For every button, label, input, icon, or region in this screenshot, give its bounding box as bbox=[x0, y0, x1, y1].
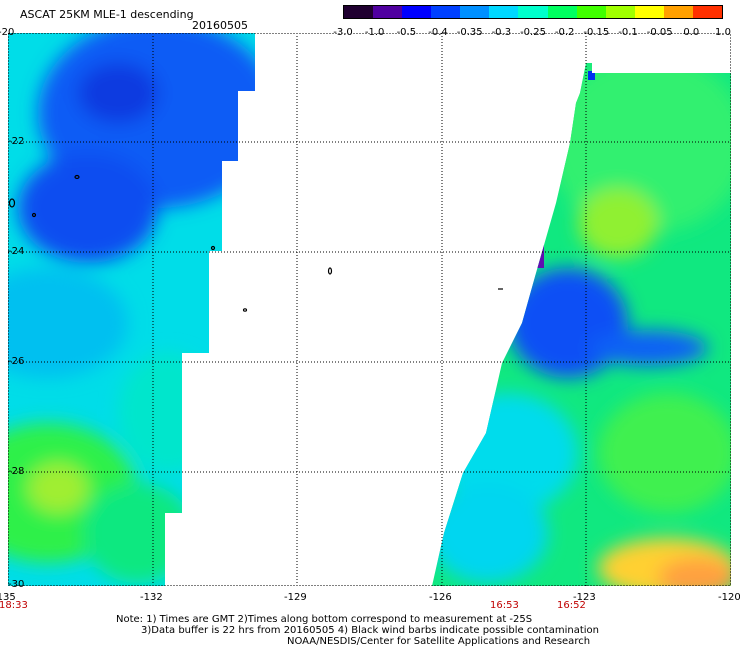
note-line-1: Note: 1) Times are GMT 2)Times along bot… bbox=[116, 614, 533, 625]
longitude-label: -120 bbox=[718, 592, 740, 603]
color-scale-swatch bbox=[692, 6, 723, 18]
color-scale-label: -0.1 bbox=[618, 27, 638, 38]
map-plot bbox=[8, 33, 731, 586]
color-scale-swatch bbox=[634, 6, 664, 18]
color-scale-labels: -3.0 -1.0 -0.5 -0.4 -0.35 -0.3 -0.25 -0.2 -0.15-… bbox=[325, 27, 735, 39]
color-scale-label: -0.05 bbox=[646, 27, 673, 38]
note-line-2: 3)Data buffer is 22 hrs from 20160505 4)… bbox=[141, 625, 599, 636]
color-scale-label: -0.4 bbox=[428, 27, 448, 38]
color-scale-label: -0.15 bbox=[583, 27, 610, 38]
longitude-label: -126 bbox=[429, 592, 452, 603]
latitude-label: -30 bbox=[8, 579, 25, 590]
footnotes: Note: 1) Times are GMT 2)Times along bot… bbox=[116, 614, 599, 647]
color-scale-swatch bbox=[576, 6, 606, 18]
left-swath bbox=[8, 33, 255, 586]
color-scale-swatch bbox=[518, 6, 548, 18]
pass-time-label: 16:52 bbox=[557, 600, 586, 611]
latitude-label: -28 bbox=[8, 466, 25, 477]
color-scale-label: 1.0 bbox=[715, 27, 731, 38]
color-scale-bar bbox=[343, 5, 723, 19]
pass-time-label: 18:33 bbox=[0, 600, 28, 611]
color-scale-swatch bbox=[460, 6, 490, 18]
color-scale-label: -1.0 bbox=[364, 27, 385, 38]
color-scale-swatch bbox=[605, 6, 635, 18]
latitude-label: -22 bbox=[8, 136, 25, 147]
color-scale-label: -3.0 bbox=[333, 27, 353, 38]
latitude-label: -20 bbox=[0, 27, 15, 38]
color-scale-swatch bbox=[373, 6, 403, 18]
color-scale-swatch bbox=[547, 6, 577, 18]
latitude-label: -26 bbox=[8, 356, 25, 367]
color-scale-label: -0.35 bbox=[456, 27, 483, 38]
product-title: ASCAT 25KM MLE-1 descending bbox=[20, 8, 194, 21]
color-scale-swatch bbox=[489, 6, 519, 18]
island-outlines bbox=[8, 174, 503, 312]
color-scale-label: -0.2 bbox=[554, 27, 575, 38]
color-scale-label: -0.5 bbox=[396, 27, 417, 38]
latitude-label: -24 bbox=[8, 246, 25, 257]
color-scale-swatch bbox=[402, 6, 432, 18]
longitude-label: -129 bbox=[284, 592, 307, 603]
longitude-label: -132 bbox=[140, 592, 163, 603]
color-scale-swatch bbox=[344, 6, 374, 18]
product-date: 20160505 bbox=[192, 19, 248, 32]
map-grid bbox=[8, 33, 731, 586]
color-scale-swatch bbox=[663, 6, 693, 18]
color-scale-label: -0.25 bbox=[520, 27, 546, 38]
color-scale-label: 0.0 bbox=[683, 27, 700, 38]
longitude-label: -135 bbox=[0, 592, 16, 603]
pass-time-label: 16:53 bbox=[490, 600, 519, 611]
longitude-label: -123 bbox=[573, 592, 596, 603]
color-scale-label: -0.3 bbox=[491, 27, 512, 38]
color-scale-swatch bbox=[431, 6, 461, 18]
note-line-3: NOAA/NESDIS/Center for Satellite Applica… bbox=[287, 636, 591, 647]
right-swath bbox=[432, 63, 731, 586]
